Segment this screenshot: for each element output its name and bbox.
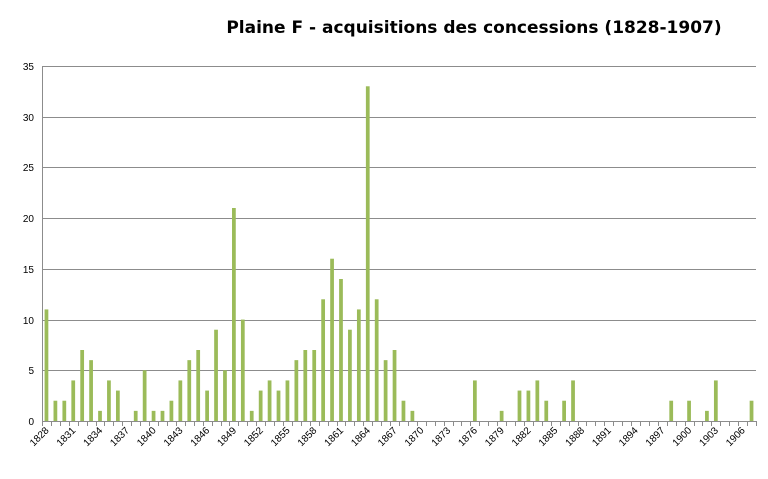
bar-1829 bbox=[53, 400, 58, 421]
x-tick-label: 1900 bbox=[671, 425, 695, 449]
x-tick-label: 1897 bbox=[644, 425, 668, 449]
y-tick-label: 20 bbox=[23, 214, 35, 225]
bar-1867 bbox=[392, 350, 397, 421]
x-tick-label: 1828 bbox=[28, 425, 52, 449]
bar-1846 bbox=[205, 390, 209, 421]
x-tick-label: 1894 bbox=[617, 425, 641, 449]
y-tick-label: 25 bbox=[23, 163, 35, 174]
bar-1834 bbox=[98, 410, 102, 421]
bar-1836 bbox=[115, 390, 120, 421]
x-tick-label: 1855 bbox=[269, 425, 293, 449]
bar-1882 bbox=[526, 390, 531, 421]
bar-1844 bbox=[187, 360, 192, 421]
bar-1859 bbox=[321, 299, 326, 421]
bar-1865 bbox=[374, 299, 379, 421]
bar-1884 bbox=[544, 400, 549, 421]
bar-1852 bbox=[258, 390, 263, 421]
bar-1851 bbox=[249, 410, 254, 421]
x-tick-label: 1849 bbox=[215, 425, 239, 449]
bar-1831 bbox=[71, 380, 76, 421]
bar-1861 bbox=[339, 279, 343, 421]
bar-1835 bbox=[107, 380, 111, 421]
bar-1848 bbox=[223, 370, 227, 421]
bar-1854 bbox=[276, 390, 281, 421]
bar-1843 bbox=[178, 380, 183, 421]
bar-1876 bbox=[472, 380, 477, 421]
bar-1841 bbox=[160, 410, 165, 421]
bar-1833 bbox=[89, 360, 93, 421]
x-tick-label: 1843 bbox=[162, 425, 186, 449]
bar-1855 bbox=[285, 380, 290, 421]
x-tick-label: 1873 bbox=[430, 425, 454, 449]
bar-1866 bbox=[383, 360, 388, 421]
bar-1849 bbox=[232, 208, 236, 421]
x-tick-label: 1837 bbox=[108, 425, 132, 449]
bar-1842 bbox=[169, 400, 174, 421]
bars bbox=[44, 86, 754, 422]
bar-1857 bbox=[303, 350, 308, 421]
x-tick-label: 1861 bbox=[323, 425, 347, 449]
bar-1832 bbox=[80, 350, 85, 421]
x-tick-label: 1882 bbox=[510, 425, 534, 449]
bar-1850 bbox=[240, 319, 245, 421]
bar-1862 bbox=[348, 329, 352, 421]
x-tick-label: 1885 bbox=[537, 425, 561, 449]
bar-1845 bbox=[196, 350, 201, 421]
bar-1847 bbox=[214, 329, 218, 421]
x-tick-label: 1903 bbox=[697, 425, 721, 449]
x-tick-label: 1858 bbox=[296, 425, 320, 449]
bar-1869 bbox=[410, 410, 415, 421]
bar-1907 bbox=[749, 400, 754, 421]
y-tick-label: 30 bbox=[23, 113, 35, 124]
bar-1879 bbox=[499, 410, 504, 421]
y-tick-label: 10 bbox=[23, 316, 35, 327]
bar-1881 bbox=[517, 390, 522, 421]
bar-1864 bbox=[365, 86, 370, 422]
bar-1883 bbox=[535, 380, 540, 421]
x-tick-label: 1867 bbox=[376, 425, 400, 449]
bar-1902 bbox=[705, 410, 709, 421]
bar-1830 bbox=[62, 400, 67, 421]
bar-1898 bbox=[669, 400, 674, 421]
x-tick-label: 1879 bbox=[483, 425, 507, 449]
bar-1853 bbox=[267, 380, 272, 421]
x-tick-label: 1888 bbox=[564, 425, 588, 449]
x-tick-label: 1840 bbox=[135, 425, 159, 449]
x-tick-label: 1834 bbox=[82, 425, 106, 449]
y-tick-label: 5 bbox=[28, 366, 34, 377]
chart-title: Plaine F - acquisitions des concessions … bbox=[226, 18, 722, 38]
x-tick-label: 1846 bbox=[189, 425, 213, 449]
x-tick-label: 1864 bbox=[349, 425, 373, 449]
y-tick-label: 0 bbox=[28, 417, 34, 428]
x-tick-label: 1870 bbox=[403, 425, 427, 449]
bar-1900 bbox=[687, 400, 691, 421]
bar-1886 bbox=[562, 400, 566, 421]
bar-1838 bbox=[133, 410, 138, 421]
x-tick-label: 1891 bbox=[590, 425, 614, 449]
bar-1856 bbox=[294, 360, 299, 421]
x-tick-label: 1906 bbox=[724, 425, 748, 449]
x-tick-label: 1831 bbox=[55, 425, 79, 449]
bar-1858 bbox=[312, 350, 317, 421]
bar-1860 bbox=[330, 258, 334, 421]
bar-1903 bbox=[713, 380, 718, 421]
bar-1868 bbox=[401, 400, 406, 421]
x-tick-label: 1876 bbox=[456, 425, 480, 449]
bar-1863 bbox=[356, 309, 361, 421]
bar-1839 bbox=[142, 370, 147, 421]
y-tick-label: 35 bbox=[23, 62, 35, 73]
bar-1840 bbox=[151, 410, 156, 421]
gridlines bbox=[42, 66, 756, 371]
bar-1828 bbox=[44, 309, 49, 421]
bar-1887 bbox=[571, 380, 575, 421]
x-tick-label: 1852 bbox=[242, 425, 266, 449]
y-tick-label: 15 bbox=[23, 265, 35, 276]
axes bbox=[42, 66, 757, 426]
